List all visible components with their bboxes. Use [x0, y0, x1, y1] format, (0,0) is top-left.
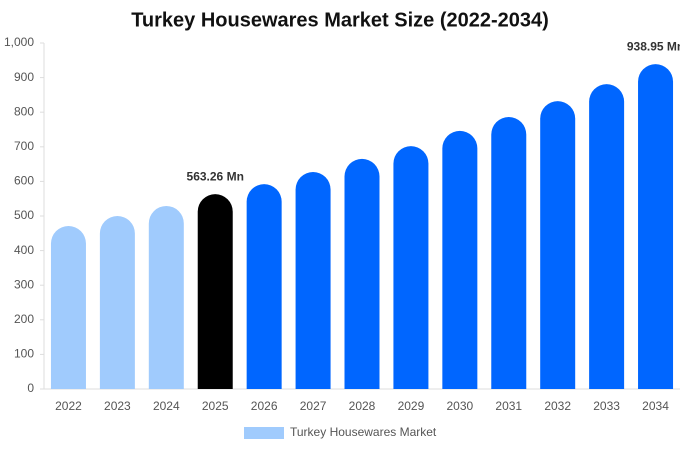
x-tick-label: 2022	[55, 399, 82, 413]
y-tick-label: 800	[14, 104, 34, 118]
y-tick-label: 200	[14, 312, 34, 326]
data-label: 563.26 Mn	[187, 169, 244, 183]
bar	[393, 146, 429, 389]
legend-swatch	[244, 427, 284, 439]
bar	[442, 130, 478, 389]
bar	[50, 226, 86, 389]
data-label: 938.95 Mn	[627, 39, 680, 53]
bar	[99, 216, 135, 389]
x-tick-label: 2033	[593, 399, 620, 413]
x-tick-label: 2034	[642, 399, 669, 413]
bar	[491, 117, 527, 389]
y-tick-label: 1,000	[4, 35, 34, 49]
y-tick-label: 400	[14, 243, 34, 257]
x-tick-label: 2026	[251, 399, 278, 413]
x-tick-label: 2030	[446, 399, 473, 413]
bar	[589, 84, 625, 389]
x-tick-label: 2032	[544, 399, 571, 413]
x-tick-label: 2028	[349, 399, 376, 413]
y-tick-label: 100	[14, 347, 34, 361]
x-tick-label: 2023	[104, 399, 131, 413]
bar	[148, 205, 184, 389]
bar	[246, 184, 282, 389]
y-tick-label: 300	[14, 277, 34, 291]
y-tick-label: 900	[14, 70, 34, 84]
x-tick-label: 2029	[398, 399, 425, 413]
bar	[295, 172, 331, 389]
y-tick-label: 0	[27, 381, 34, 395]
legend-label: Turkey Housewares Market	[290, 425, 437, 439]
bar	[197, 194, 233, 389]
y-tick-label: 700	[14, 139, 34, 153]
y-tick-label: 600	[14, 174, 34, 188]
y-tick-label: 500	[14, 208, 34, 222]
x-tick-label: 2027	[300, 399, 327, 413]
x-tick-label: 2024	[153, 399, 180, 413]
bar	[638, 64, 674, 390]
chart-title: Turkey Housewares Market Size (2022-2034…	[131, 9, 549, 31]
bar	[344, 158, 380, 389]
x-tick-label: 2031	[495, 399, 522, 413]
bar	[540, 101, 576, 390]
x-tick-label: 2025	[202, 399, 229, 413]
